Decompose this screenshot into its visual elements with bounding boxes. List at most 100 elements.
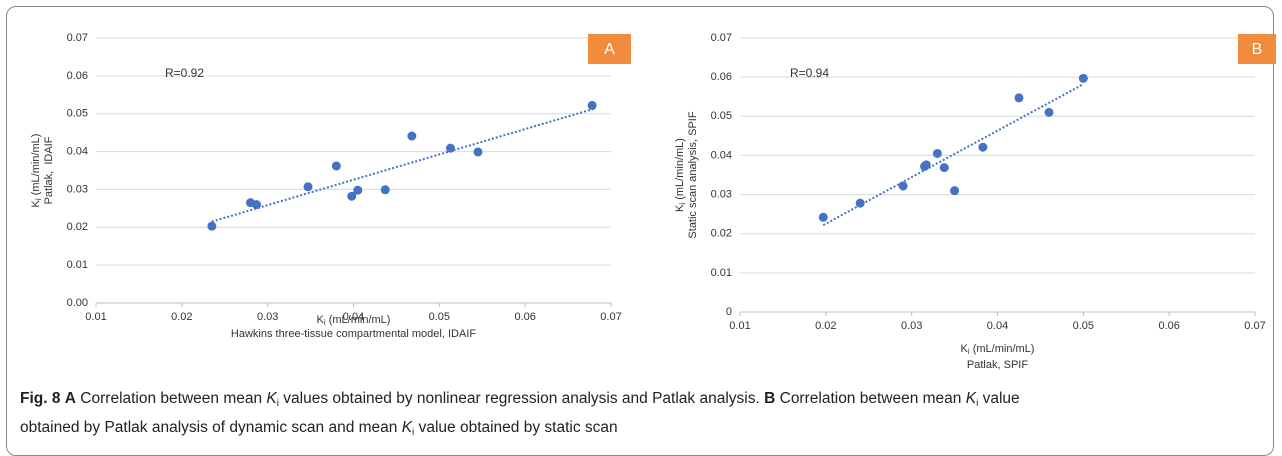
caption-text: Correlation between mean xyxy=(76,390,267,407)
y-tick-label: 0.02 xyxy=(67,221,88,233)
x-tick-label: 0.04 xyxy=(987,320,1008,332)
x-axis-label-2: Patlak, SPIF xyxy=(967,359,1028,371)
caption-text: A xyxy=(64,390,76,407)
data-point xyxy=(978,142,988,152)
x-tick-label: 0.02 xyxy=(171,311,192,323)
panel-label: B xyxy=(1252,41,1263,58)
y-tick-label: 0.05 xyxy=(711,110,732,122)
label-unit: (mL/min/mL) xyxy=(674,138,686,203)
data-point xyxy=(1014,93,1024,103)
caption-line: obtained by Patlak analysis of dynamic s… xyxy=(20,416,1265,445)
label-symbol: K xyxy=(30,199,42,207)
label-subscript: i xyxy=(968,347,970,356)
data-point xyxy=(587,100,597,110)
y-tick-label: 0.04 xyxy=(67,145,88,157)
data-point xyxy=(855,198,865,208)
x-tick-label: 0.01 xyxy=(85,311,106,323)
x-axis-label: Ki (mL/min/mL) xyxy=(961,343,1035,356)
chart: 0.00 0.01 0.02 0.03 0.04 0.05 0.06 0.07 0.01 0.02… xyxy=(30,32,1276,371)
panel-label-box xyxy=(588,34,631,64)
label-subscript: i xyxy=(324,318,326,327)
caption-line: Fig. 8 A Correlation between mean Ki val… xyxy=(20,387,1265,416)
data-point xyxy=(252,200,262,210)
y-tick-label: 0.07 xyxy=(711,32,732,44)
label-subscript: i xyxy=(34,198,43,200)
data-point xyxy=(950,186,960,196)
caption-text: K xyxy=(401,419,413,436)
data-point xyxy=(353,185,363,195)
label-symbol: K xyxy=(317,314,325,326)
page: {"chart_data": [ {"type": "scatter", "pa… xyxy=(6,6,1276,456)
x-axis-label: Ki (mL/min/mL) xyxy=(317,314,391,327)
trendline xyxy=(822,83,1084,226)
y-tick-label: 0.03 xyxy=(711,188,732,200)
caption: Fig. 8 A Correlation between mean Ki val… xyxy=(20,387,1265,445)
y-tick-label: 0.06 xyxy=(67,70,88,82)
y-axis-label-2: Static scan analysis, SPIF xyxy=(687,111,699,238)
y-tick-label: 0.06 xyxy=(711,71,732,83)
caption-text: i xyxy=(976,398,979,409)
x-tick-label: 0.03 xyxy=(257,311,278,323)
panel-label: A xyxy=(604,41,615,58)
data-point xyxy=(1078,73,1088,83)
data-point xyxy=(921,160,931,170)
y-axis-label: Ki (mL/min/mL) xyxy=(30,134,43,208)
data-point xyxy=(932,148,942,158)
label-subscript: i xyxy=(678,203,687,205)
x-tick-label: 0.05 xyxy=(429,311,450,323)
trendline xyxy=(211,107,595,223)
x-tick-label: 0.03 xyxy=(901,320,922,332)
x-tick-label: 0.06 xyxy=(1158,320,1179,332)
data-point xyxy=(898,181,908,191)
label-unit: (mL/min/mL) xyxy=(970,343,1035,355)
caption-text: B xyxy=(764,390,776,407)
caption-text: value obtained by static scan xyxy=(414,419,618,436)
annotation: R=0.92 xyxy=(165,66,204,80)
y-axis-label-2: Patlak, IDAIF xyxy=(43,136,55,204)
label-symbol: K xyxy=(961,343,969,355)
data-point xyxy=(347,191,357,201)
caption-text: Fig. 8 xyxy=(20,390,61,407)
data-point xyxy=(380,185,390,195)
data-point xyxy=(1044,107,1054,117)
data-point xyxy=(331,161,341,171)
y-tick-label: 0.00 xyxy=(67,297,88,309)
y-tick-label: 0.03 xyxy=(67,183,88,195)
caption-text: obtained by Patlak analysis of dynamic s… xyxy=(20,419,402,436)
x-tick-label: 0.02 xyxy=(815,320,836,332)
data-point xyxy=(818,212,828,222)
caption-text: i xyxy=(276,398,279,409)
caption-text: K xyxy=(266,390,277,407)
y-tick-label: 0.01 xyxy=(711,267,732,279)
data-point xyxy=(303,182,313,192)
label-unit: (mL/min/mL) xyxy=(326,314,391,326)
x-tick-label: 0.05 xyxy=(1073,320,1094,332)
data-point xyxy=(939,163,949,173)
x-tick-label: 0.01 xyxy=(729,320,750,332)
panel-label-box xyxy=(1238,34,1276,64)
caption-text: K xyxy=(965,390,977,407)
annotation: R=0.94 xyxy=(790,66,829,80)
label-symbol: K xyxy=(674,204,686,212)
data-point xyxy=(207,221,217,231)
x-tick-label: 0.06 xyxy=(514,311,535,323)
label-unit: (mL/min/mL) xyxy=(30,134,42,199)
x-axis-label-2: Hawkins three-tissue compartmental model… xyxy=(231,328,476,340)
data-point xyxy=(407,131,417,141)
caption-text: i xyxy=(412,427,415,438)
x-tick-label: 0.07 xyxy=(600,311,621,323)
y-tick-label: 0.05 xyxy=(67,108,88,120)
y-axis-label: Ki (mL/min/mL) xyxy=(674,138,687,212)
y-tick-label: 0.07 xyxy=(67,32,88,44)
data-point xyxy=(473,147,483,157)
caption-text: Correlation between mean xyxy=(775,390,966,407)
y-tick-label: 0 xyxy=(726,306,732,318)
y-tick-label: 0.04 xyxy=(711,149,732,161)
y-tick-label: 0.01 xyxy=(67,259,88,271)
y-tick-label: 0.02 xyxy=(711,228,732,240)
caption-text: value xyxy=(978,390,1020,407)
x-tick-label: 0.07 xyxy=(1244,320,1265,332)
caption-text: values obtained by nonlinear regression … xyxy=(279,390,765,407)
x-tick-label: 0.04 xyxy=(343,311,364,323)
data-point xyxy=(445,143,455,153)
